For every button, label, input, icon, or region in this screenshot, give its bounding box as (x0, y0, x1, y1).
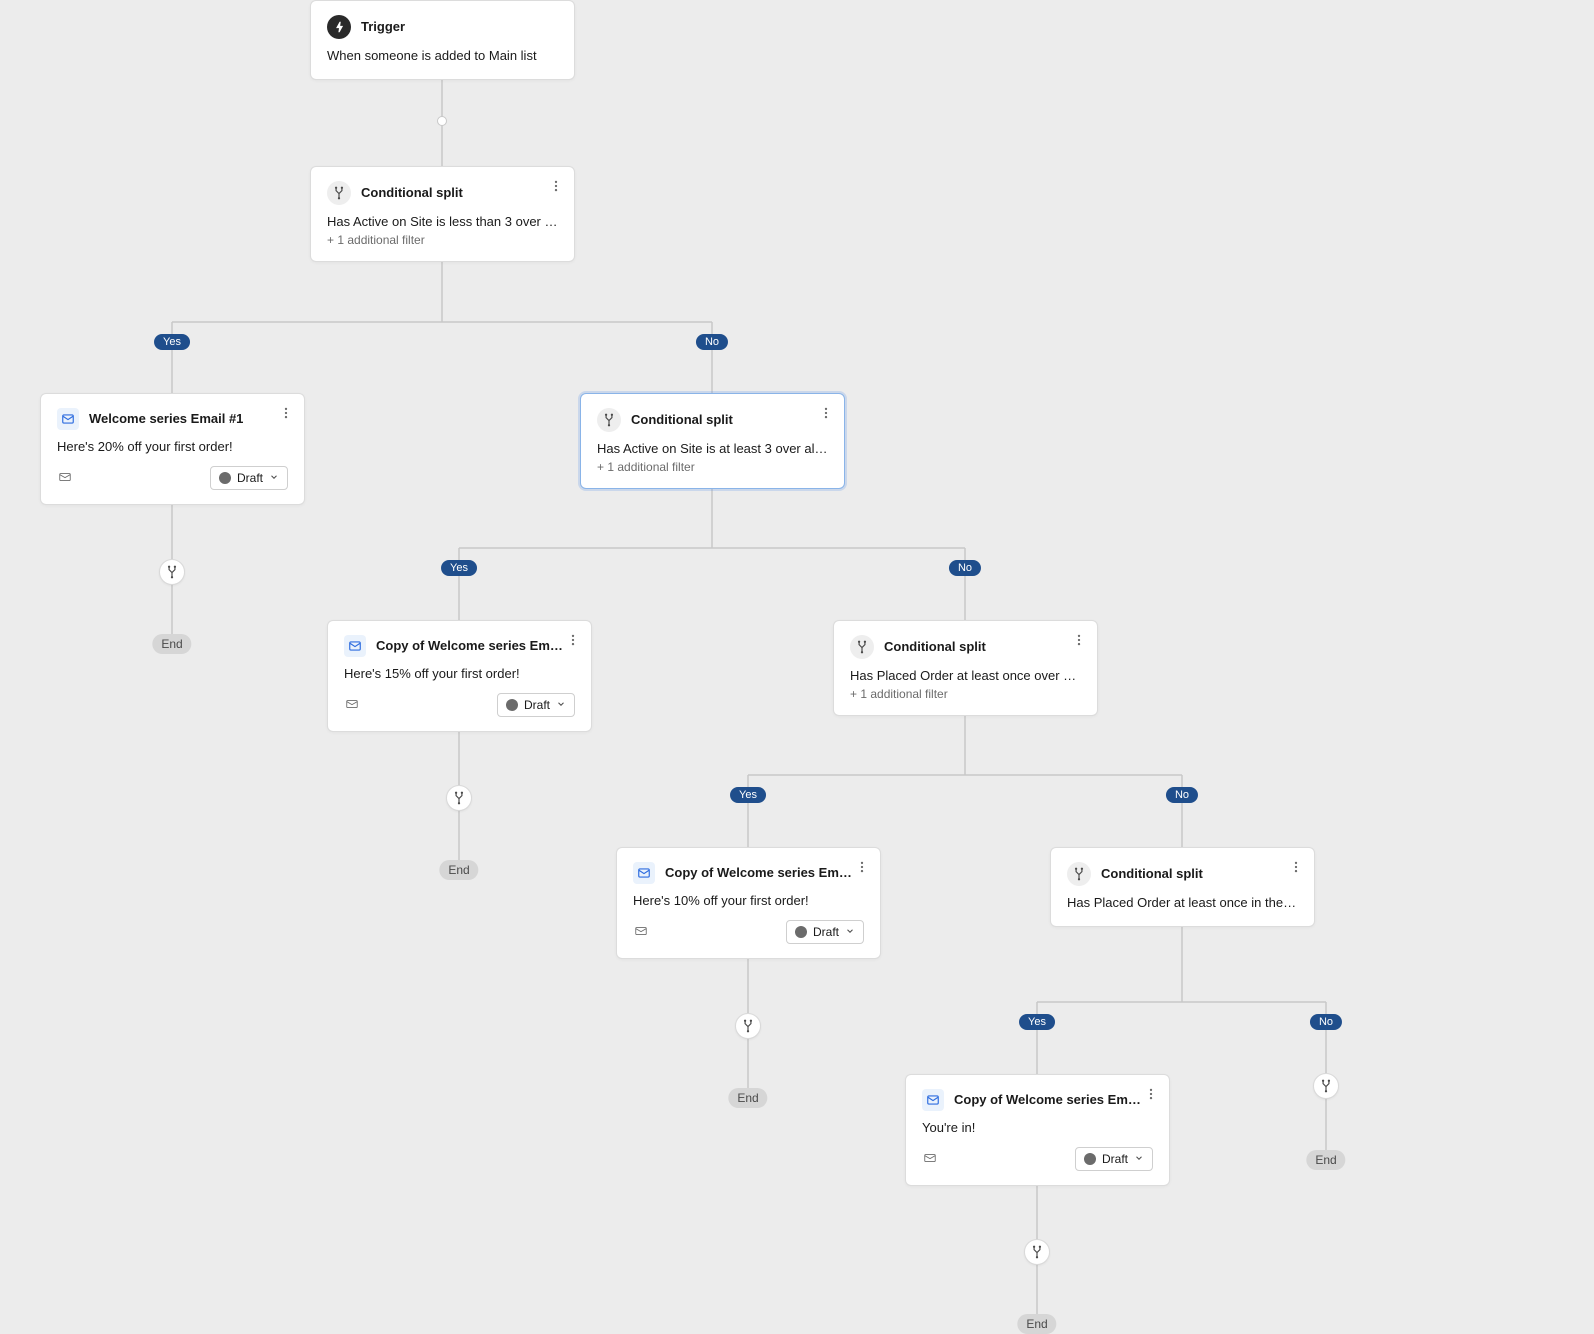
branch-label-yes: Yes (441, 560, 477, 576)
node-desc: Has Active on Site is less than 3 over a… (327, 213, 558, 231)
split-icon (327, 181, 351, 205)
chevron-down-icon (1134, 1152, 1144, 1166)
status-dropdown[interactable]: Draft (497, 693, 575, 717)
kebab-icon[interactable] (1288, 860, 1304, 875)
conditional-split-node-1[interactable]: Conditional split Has Active on Site is … (310, 166, 575, 262)
chevron-down-icon (556, 698, 566, 712)
conditional-split-node-3[interactable]: Conditional split Has Placed Order at le… (833, 620, 1098, 716)
node-title: Conditional split (884, 639, 1081, 655)
node-desc: You're in! (922, 1119, 1153, 1137)
node-desc: Has Active on Site is at least 3 over al… (597, 440, 828, 458)
branch-label-yes: Yes (154, 334, 190, 350)
status-dropdown[interactable]: Draft (210, 466, 288, 490)
split-icon (597, 408, 621, 432)
branch-label-no: No (1166, 787, 1198, 803)
end-pill: End (152, 634, 191, 654)
ab-split-icon[interactable] (159, 559, 185, 585)
node-title: Copy of Welcome series Em… (376, 638, 575, 654)
kebab-icon[interactable] (548, 179, 564, 194)
status-label: Draft (524, 698, 550, 712)
node-title: Conditional split (1101, 866, 1298, 882)
kebab-icon[interactable] (278, 406, 294, 421)
kebab-icon[interactable] (565, 633, 581, 648)
email-node-2[interactable]: Copy of Welcome series Em… Here's 15% off… (327, 620, 592, 732)
node-desc: Has Placed Order at least once over all … (850, 667, 1081, 685)
end-pill: End (728, 1088, 767, 1108)
split-icon (850, 635, 874, 659)
conditional-split-node-2[interactable]: Conditional split Has Active on Site is … (580, 393, 845, 489)
ab-split-icon[interactable] (1024, 1239, 1050, 1265)
kebab-icon[interactable] (818, 406, 834, 421)
end-pill: End (439, 860, 478, 880)
status-dot-icon (219, 472, 231, 484)
email-icon (57, 408, 79, 430)
flow-connectors (0, 0, 1594, 1320)
node-sub: + 1 additional filter (597, 460, 828, 474)
branch-label-yes: Yes (1019, 1014, 1055, 1030)
email-icon (344, 635, 366, 657)
envelope-icon (344, 697, 360, 714)
node-title: Conditional split (361, 185, 558, 201)
email-node-1[interactable]: Welcome series Email #1 Here's 20% off yo… (40, 393, 305, 505)
chevron-down-icon (845, 925, 855, 939)
status-label: Draft (1102, 1152, 1128, 1166)
chevron-down-icon (269, 471, 279, 485)
status-label: Draft (813, 925, 839, 939)
branch-label-no: No (1310, 1014, 1342, 1030)
conditional-split-node-4[interactable]: Conditional split Has Placed Order at le… (1050, 847, 1315, 927)
ab-split-icon[interactable] (1313, 1073, 1339, 1099)
node-title: Welcome series Email #1 (89, 411, 288, 427)
status-dot-icon (506, 699, 518, 711)
kebab-icon[interactable] (854, 860, 870, 875)
status-dropdown[interactable]: Draft (1075, 1147, 1153, 1171)
ab-split-icon[interactable] (446, 785, 472, 811)
split-icon (1067, 862, 1091, 886)
trigger-node[interactable]: Trigger When someone is added to Main li… (310, 0, 575, 80)
node-sub: + 1 additional filter (850, 687, 1081, 701)
envelope-icon (57, 470, 73, 487)
node-title: Trigger (361, 19, 558, 35)
kebab-icon[interactable] (1143, 1087, 1159, 1102)
email-node-3[interactable]: Copy of Welcome series Em… Here's 10% off… (616, 847, 881, 959)
bolt-icon (327, 15, 351, 39)
status-dot-icon (795, 926, 807, 938)
email-icon (922, 1089, 944, 1111)
branch-label-yes: Yes (730, 787, 766, 803)
node-desc: Here's 20% off your first order! (57, 438, 288, 456)
envelope-icon (922, 1151, 938, 1168)
status-dot-icon (1084, 1153, 1096, 1165)
node-desc: When someone is added to Main list (327, 47, 558, 65)
end-pill: End (1306, 1150, 1345, 1170)
node-title: Copy of Welcome series Em… (954, 1092, 1153, 1108)
envelope-icon (633, 924, 649, 941)
ab-split-icon[interactable] (735, 1013, 761, 1039)
node-title: Conditional split (631, 412, 828, 428)
branch-label-no: No (949, 560, 981, 576)
email-icon (633, 862, 655, 884)
branch-label-no: No (696, 334, 728, 350)
add-step-dot[interactable] (437, 116, 447, 126)
node-desc: Has Placed Order at least once in the la… (1067, 894, 1298, 912)
node-desc: Here's 15% off your first order! (344, 665, 575, 683)
node-title: Copy of Welcome series Em… (665, 865, 864, 881)
email-node-4[interactable]: Copy of Welcome series Em… You're in! Draf… (905, 1074, 1170, 1186)
kebab-icon[interactable] (1071, 633, 1087, 648)
node-sub: + 1 additional filter (327, 233, 558, 247)
node-desc: Here's 10% off your first order! (633, 892, 864, 910)
status-dropdown[interactable]: Draft (786, 920, 864, 944)
end-pill: End (1017, 1314, 1056, 1334)
status-label: Draft (237, 471, 263, 485)
